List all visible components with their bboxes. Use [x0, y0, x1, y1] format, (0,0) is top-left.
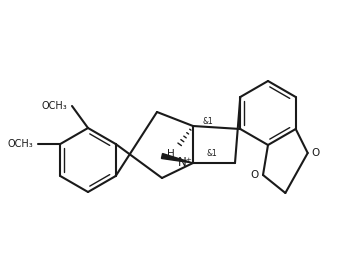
Text: &1: &1: [203, 118, 214, 126]
Text: H: H: [167, 149, 175, 159]
Text: &1: &1: [207, 149, 218, 157]
Text: OCH₃: OCH₃: [41, 101, 67, 111]
Text: O: O: [251, 170, 259, 180]
Polygon shape: [162, 154, 193, 163]
Text: OCH₃: OCH₃: [7, 139, 33, 149]
Text: N⁺: N⁺: [178, 156, 193, 169]
Text: O: O: [312, 148, 320, 158]
